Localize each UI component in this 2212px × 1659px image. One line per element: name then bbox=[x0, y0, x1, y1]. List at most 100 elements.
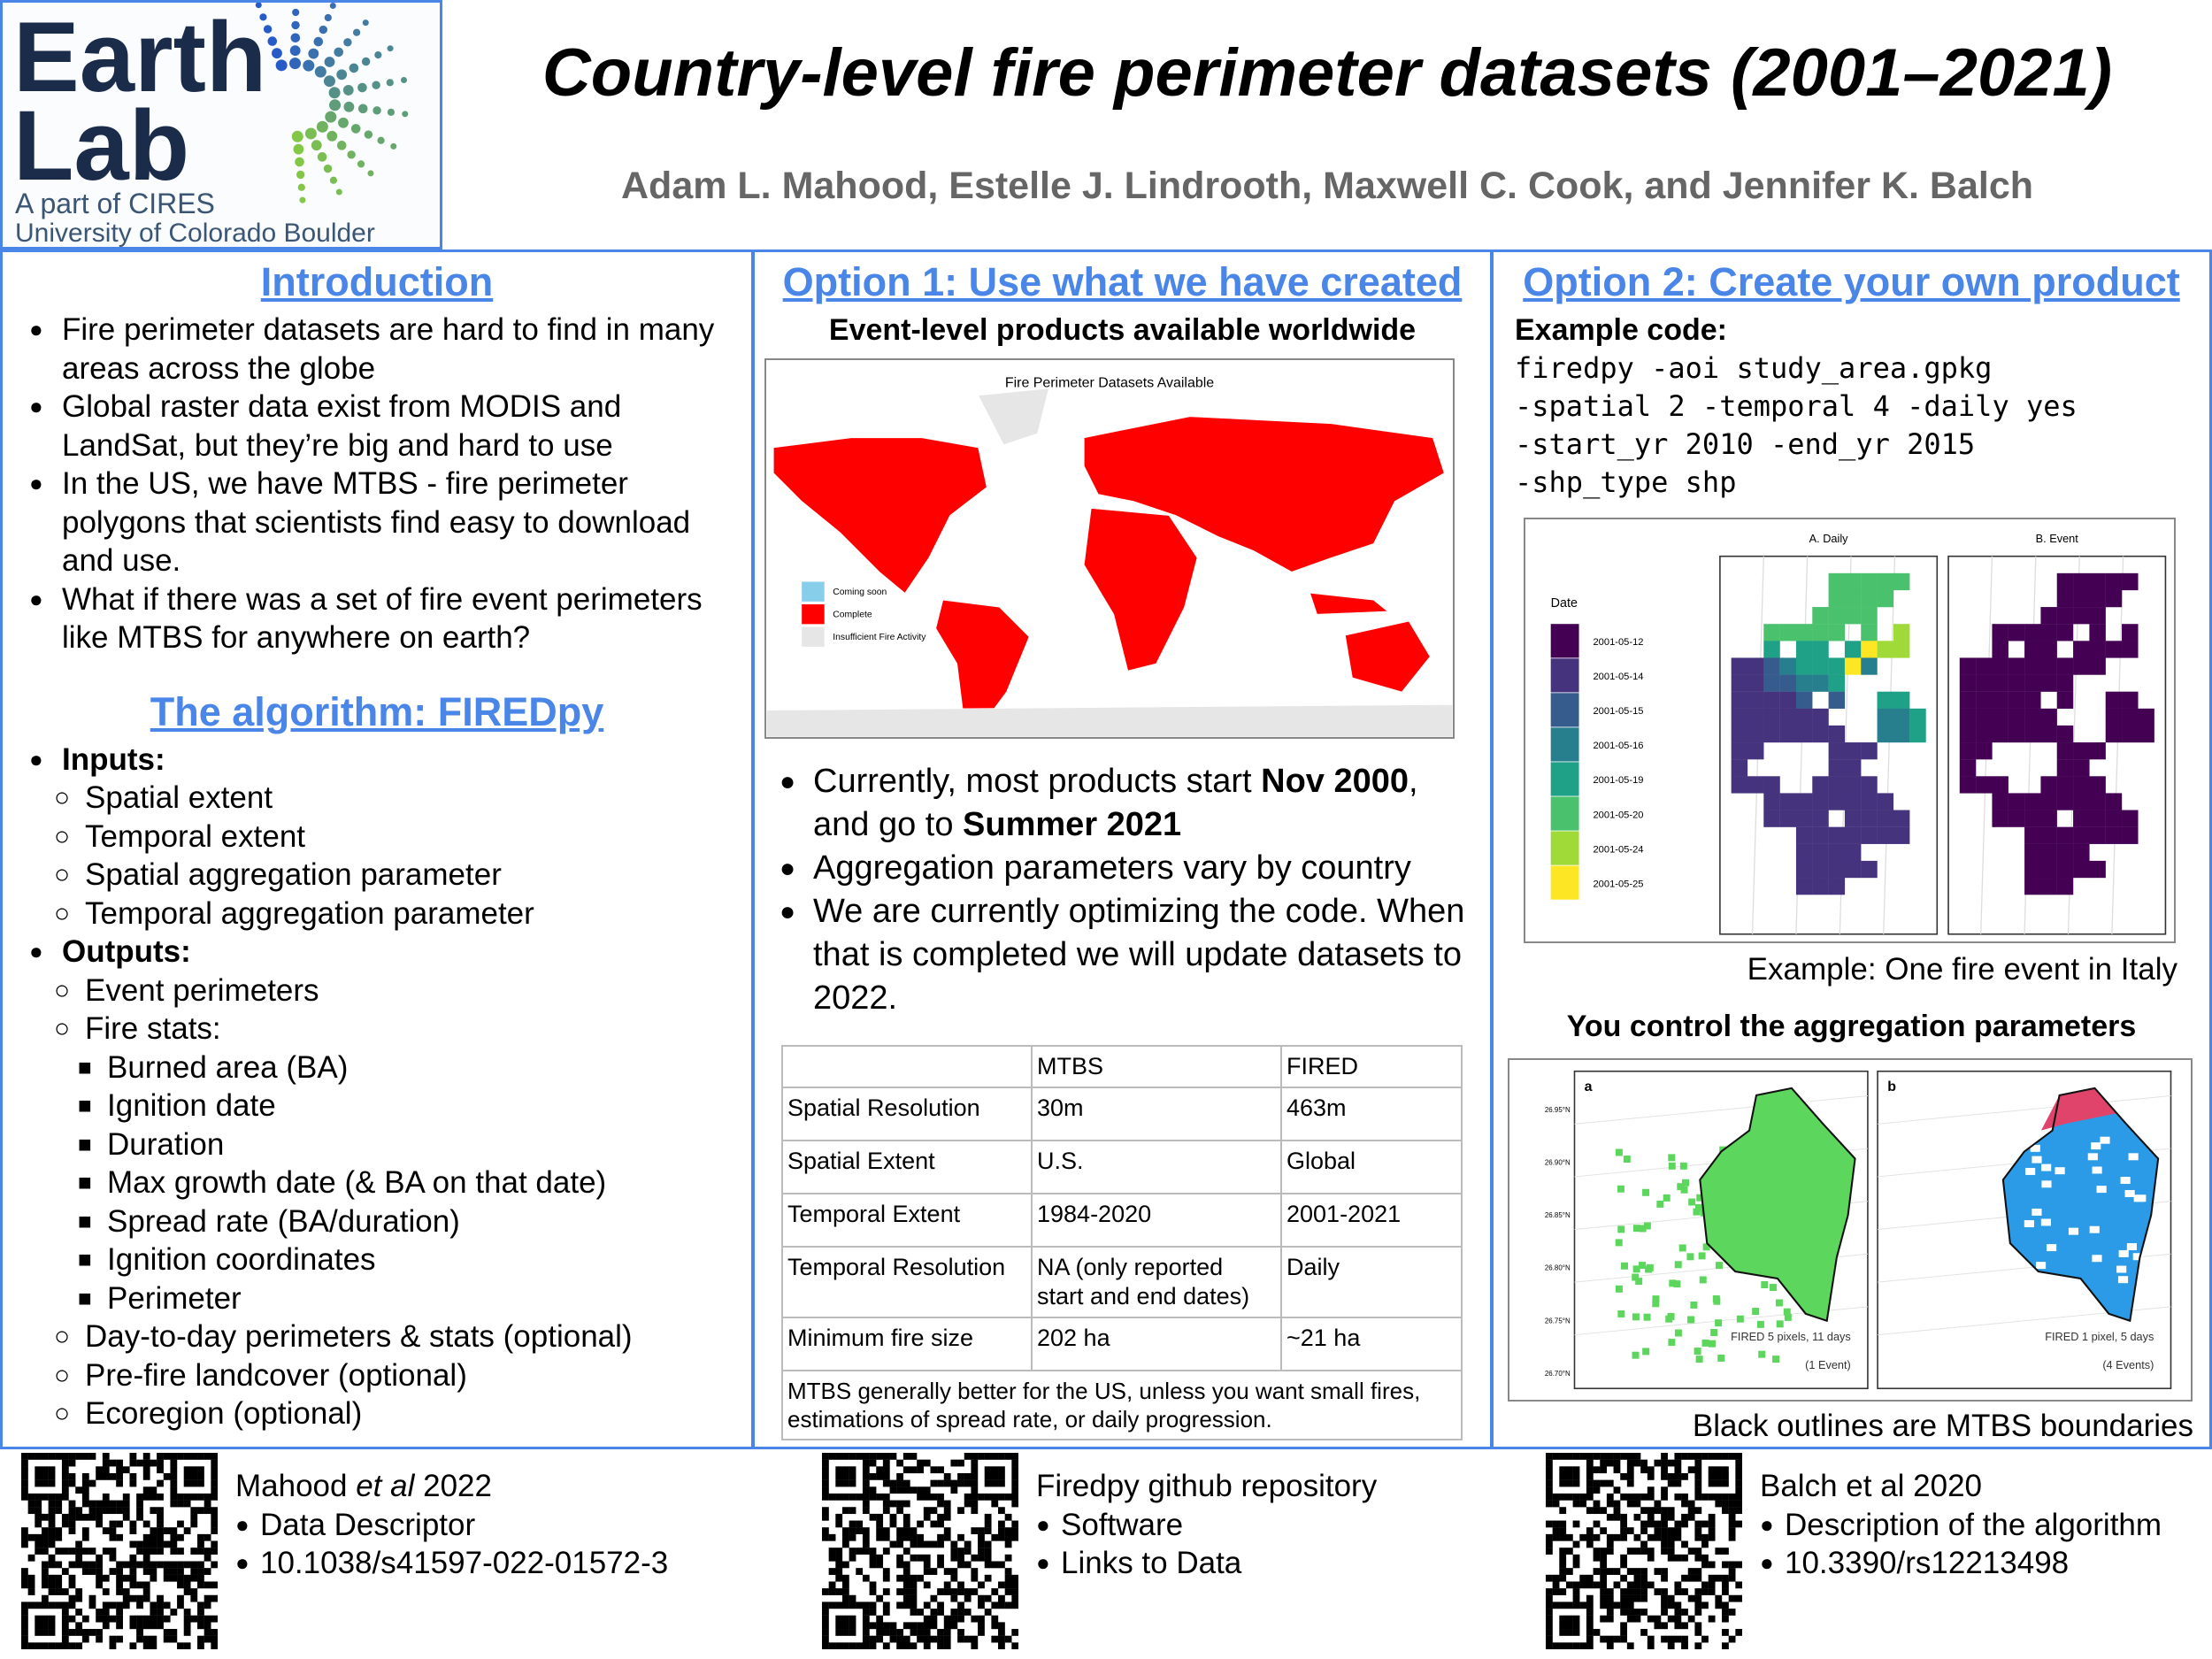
reference-bullet: Links to Data bbox=[1036, 1544, 1377, 1583]
qr-module bbox=[204, 1507, 211, 1515]
qr-module bbox=[1586, 1615, 1594, 1623]
fire-pixel bbox=[1763, 1200, 1770, 1208]
logo-dot bbox=[390, 142, 397, 150]
fire-pixel bbox=[2056, 589, 2074, 608]
qr-module bbox=[964, 1635, 972, 1643]
fire-pixel bbox=[1768, 1148, 1776, 1156]
qr-module bbox=[150, 1527, 157, 1535]
fire-pixel bbox=[1812, 776, 1829, 794]
qr-module bbox=[61, 1588, 69, 1595]
qr-module bbox=[1661, 1574, 1668, 1582]
fire-pixel bbox=[1795, 810, 1813, 827]
qr-module bbox=[183, 1453, 191, 1460]
qr-module bbox=[930, 1635, 938, 1643]
qr-module bbox=[122, 1588, 130, 1595]
fire-pixel bbox=[1747, 742, 1764, 760]
qr-module bbox=[1715, 1574, 1723, 1582]
qr-module bbox=[1694, 1642, 1702, 1649]
qr-module bbox=[48, 1493, 56, 1501]
qr-module bbox=[1654, 1527, 1662, 1535]
qr-module bbox=[902, 1548, 910, 1555]
qr-module bbox=[21, 1486, 28, 1494]
fire-pixel bbox=[1959, 725, 1977, 743]
qr-module bbox=[1572, 1629, 1580, 1636]
qr-module bbox=[835, 1513, 843, 1521]
qr-module bbox=[923, 1493, 931, 1501]
qr-module bbox=[102, 1574, 110, 1582]
logo-dot bbox=[402, 111, 409, 118]
unburned-hole bbox=[2091, 1142, 2101, 1150]
qr-module bbox=[48, 1540, 56, 1548]
qr-module bbox=[81, 1472, 89, 1480]
qr-module bbox=[150, 1561, 157, 1569]
logo-dot bbox=[317, 152, 327, 162]
qr-module bbox=[129, 1479, 137, 1487]
mtbs-outline bbox=[2001, 1087, 2160, 1323]
qr-module bbox=[1633, 1568, 1641, 1575]
qr-module bbox=[856, 1493, 864, 1501]
qr-module bbox=[197, 1472, 204, 1480]
fire-pixel bbox=[1992, 657, 2008, 675]
qr-module bbox=[1546, 1601, 1553, 1609]
lat-label: 26.70°N bbox=[1545, 1370, 1571, 1378]
fire-pixel bbox=[1702, 1243, 1710, 1251]
fire-pixel bbox=[1861, 826, 1878, 844]
qr-module bbox=[902, 1486, 910, 1494]
qr-module bbox=[109, 1601, 117, 1609]
qr-module bbox=[1722, 1453, 1729, 1460]
qr-module bbox=[950, 1540, 958, 1548]
qr-module bbox=[157, 1507, 164, 1515]
qr-module bbox=[81, 1561, 89, 1569]
qr-module bbox=[923, 1615, 931, 1623]
qr-module bbox=[950, 1554, 958, 1562]
qr-module bbox=[197, 1568, 204, 1575]
qr-module bbox=[822, 1453, 829, 1460]
fire-pixel bbox=[1615, 1285, 1623, 1293]
qr-module bbox=[1626, 1615, 1634, 1623]
qr-module bbox=[1708, 1493, 1716, 1501]
fire-pixel bbox=[1844, 607, 1862, 625]
qr-module bbox=[197, 1479, 204, 1487]
qr-module bbox=[1011, 1581, 1018, 1589]
qr-module bbox=[55, 1574, 63, 1582]
fire-pixel bbox=[2073, 793, 2090, 810]
qr-module bbox=[190, 1472, 198, 1480]
qr-module bbox=[889, 1500, 897, 1508]
panel-title: B. Event bbox=[2036, 532, 2079, 545]
qr-module bbox=[109, 1533, 117, 1541]
qr-module bbox=[183, 1642, 191, 1649]
qr-module bbox=[35, 1540, 42, 1548]
qr-module bbox=[841, 1472, 849, 1480]
qr-module bbox=[910, 1574, 918, 1582]
qr-module bbox=[1559, 1601, 1567, 1609]
qr-module bbox=[48, 1500, 56, 1508]
qr-module bbox=[170, 1472, 178, 1480]
qr-module bbox=[142, 1540, 150, 1548]
qr-module bbox=[957, 1588, 964, 1595]
qr-module bbox=[183, 1479, 191, 1487]
qr-module bbox=[1626, 1527, 1634, 1535]
qr-module bbox=[937, 1500, 944, 1508]
qr-module bbox=[1565, 1466, 1573, 1474]
qr-module bbox=[35, 1601, 42, 1609]
qr-module bbox=[971, 1635, 979, 1643]
qr-module bbox=[882, 1642, 890, 1649]
qr-module bbox=[27, 1554, 35, 1562]
fire-pixel bbox=[1763, 708, 1780, 726]
qr-module bbox=[943, 1479, 951, 1487]
qr-module bbox=[869, 1609, 877, 1616]
qr-module bbox=[841, 1479, 849, 1487]
qr-module bbox=[856, 1601, 864, 1609]
qr-module bbox=[41, 1533, 49, 1541]
legend-swatch bbox=[1550, 865, 1579, 900]
qr-module bbox=[81, 1533, 89, 1541]
qr-module bbox=[204, 1622, 211, 1630]
qr-module bbox=[41, 1479, 49, 1487]
qr-module bbox=[1559, 1615, 1567, 1623]
fire-pixel bbox=[1674, 1329, 1682, 1337]
qr-module bbox=[204, 1601, 211, 1609]
fire-pixel bbox=[1992, 691, 2008, 709]
qr-module bbox=[142, 1642, 150, 1649]
qr-module bbox=[1559, 1642, 1567, 1649]
qr-module bbox=[835, 1642, 843, 1649]
